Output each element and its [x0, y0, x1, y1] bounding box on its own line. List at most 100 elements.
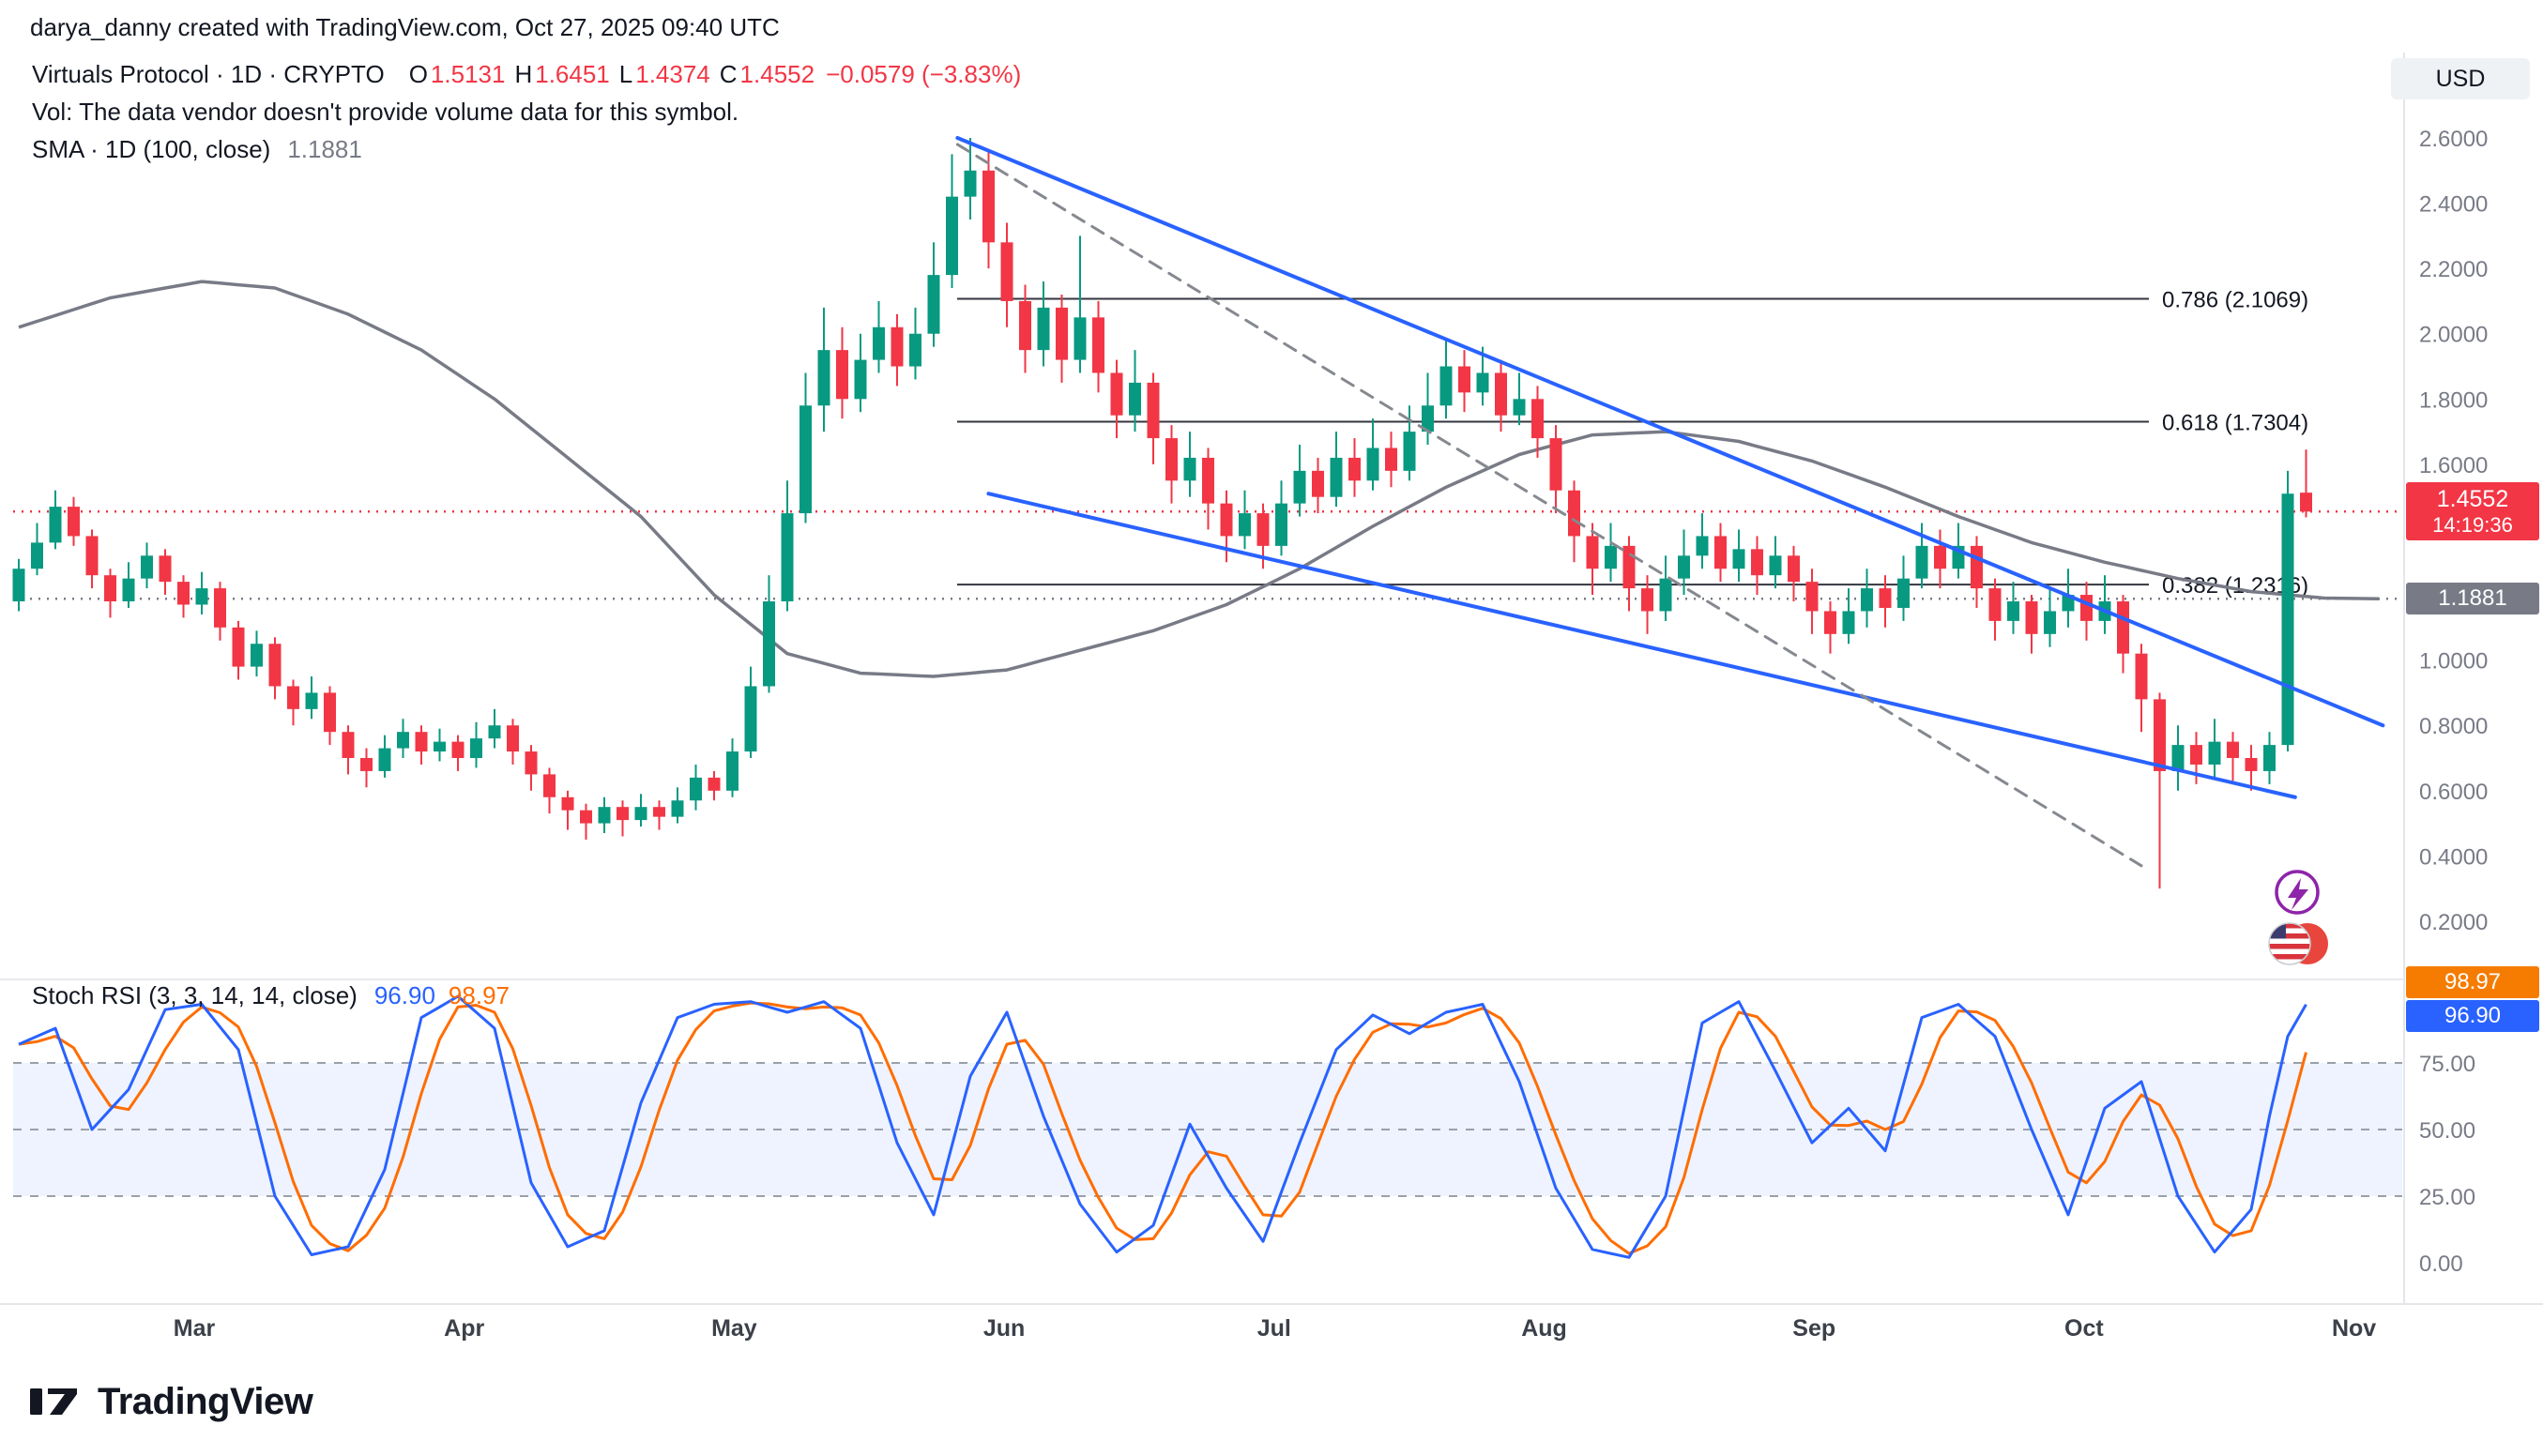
price-axis-label: 2.6000 — [2419, 127, 2488, 152]
month-label: Jul — [1257, 1315, 1291, 1342]
candle-body — [1659, 578, 1672, 612]
candle-body — [12, 569, 25, 602]
candle-body — [2245, 758, 2258, 771]
candle-body — [1549, 438, 1562, 491]
main-chart-legend: Virtuals Protocol · 1D · CRYPTO O 1.5131 H 1… — [32, 60, 1021, 173]
candle-body — [634, 807, 647, 821]
price-axis-label: 2.0000 — [2419, 323, 2488, 348]
candle-body — [1129, 382, 1141, 416]
stoch-d-value: 98.97 — [448, 981, 510, 1009]
price-axis-label: 0.2000 — [2419, 910, 2488, 935]
candle-body — [268, 644, 282, 687]
month-label: Sep — [1792, 1315, 1835, 1342]
price-axis-label: 2.4000 — [2419, 192, 2488, 218]
candle-body — [378, 748, 391, 771]
price-axis-label: 0.4000 — [2419, 844, 2488, 870]
candle-body — [2080, 595, 2093, 621]
stoch-axis-label: 50.00 — [2419, 1118, 2475, 1144]
footer-brand-link[interactable]: TradingView — [28, 1379, 313, 1424]
descending-resistance-line[interactable] — [955, 136, 2385, 728]
currency-tab-usd[interactable]: USD — [2391, 58, 2530, 99]
ohlc-high-value: 1.6451 — [535, 60, 610, 88]
candle-body — [49, 507, 62, 543]
candle-body — [195, 588, 208, 605]
candle-body — [1678, 555, 1690, 579]
candle-body — [1019, 300, 1031, 351]
candle-body — [1183, 457, 1196, 481]
change-value: −0.0579 (−3.83%) — [826, 60, 1022, 88]
attribution-text: darya_danny created with TradingView.com… — [30, 13, 780, 41]
candle-body — [1824, 611, 1836, 634]
tradingview-logo-icon — [30, 1388, 77, 1415]
candle-body — [1915, 545, 1928, 579]
stoch-rsi-legend: Stoch RSI (3, 3, 14, 14, close) 96.90 98.9… — [32, 981, 510, 1010]
candle-body — [324, 692, 336, 733]
candle-body — [1988, 588, 2002, 621]
candle-body — [488, 725, 501, 739]
candle-body — [1788, 555, 1800, 583]
fib-level-label: 0.618 (1.7304) — [2162, 411, 2308, 436]
candle-body — [653, 807, 665, 817]
candle-body — [470, 738, 482, 759]
breakdown-dashed-trendline[interactable] — [955, 143, 2143, 868]
descending-support-line[interactable] — [986, 492, 2297, 799]
stoch-d-line — [18, 1001, 2307, 1255]
sma-price-badge: 1.1881 — [2406, 583, 2539, 614]
candle-body — [1879, 588, 1892, 608]
candle-body — [726, 751, 739, 791]
candle-body — [671, 800, 684, 817]
stoch-axis-label: 25.00 — [2419, 1185, 2475, 1210]
candle-body — [598, 807, 611, 824]
candle-body — [1513, 399, 1526, 416]
candle-body — [104, 575, 116, 602]
ohlc-close-label: C — [719, 60, 738, 88]
symbol-title[interactable]: Virtuals Protocol · 1D · CRYPTO — [32, 60, 385, 88]
candle-body — [1037, 307, 1050, 351]
candle-body — [1330, 457, 1343, 497]
candle-body — [141, 555, 153, 579]
candle-body — [1256, 513, 1270, 546]
candle-body — [1751, 549, 1763, 576]
candle-body — [397, 732, 409, 749]
ohlc-high-label: H — [514, 60, 533, 88]
candle-body — [1385, 447, 1397, 471]
stoch-axis-label: 0.00 — [2419, 1251, 2463, 1277]
sma-legend-value: 1.1881 — [287, 135, 362, 163]
stoch-k-value: 96.90 — [373, 981, 435, 1009]
sma-legend-label[interactable]: SMA · 1D (100, close) — [32, 135, 271, 163]
candle-body — [1202, 457, 1214, 504]
sma-line[interactable] — [18, 280, 2380, 678]
month-label: Aug — [1521, 1315, 1567, 1342]
candle-body — [525, 751, 538, 775]
candle-body — [2263, 745, 2276, 771]
ohlc-low-value: 1.4374 — [635, 60, 710, 88]
candle-body — [305, 692, 318, 709]
price-axis-label: 1.6000 — [2419, 453, 2488, 478]
candle-body — [2208, 741, 2221, 765]
candle-body — [159, 555, 172, 583]
flag-icon-border — [2268, 922, 2311, 965]
candle-body — [1732, 549, 1745, 569]
candle-body — [1897, 578, 1910, 608]
candle-body — [1092, 317, 1104, 373]
last-price-badge-value: 1.4552 — [2436, 485, 2509, 512]
candle-body — [873, 326, 885, 360]
stoch-legend-label[interactable]: Stoch RSI (3, 3, 14, 14, close) — [32, 981, 358, 1009]
candle-body — [232, 627, 245, 667]
candle-body — [360, 758, 373, 771]
candle-body — [214, 588, 226, 628]
symbol-ohlc-row: Virtuals Protocol · 1D · CRYPTO O 1.5131 H 1… — [32, 60, 1021, 89]
candle-body — [122, 578, 135, 602]
candle-body — [946, 196, 958, 276]
candle-body — [1439, 366, 1453, 406]
candle-body — [2227, 741, 2239, 759]
candle-body — [434, 741, 446, 752]
ohlc-low-label: L — [618, 60, 633, 88]
month-label: Jun — [983, 1315, 1025, 1342]
candle-body — [85, 536, 99, 576]
candle-body — [1476, 372, 1489, 393]
candle-body — [507, 725, 519, 752]
volume-note: Vol: The data vendor doesn't provide vol… — [32, 98, 739, 126]
month-label: Mar — [174, 1315, 216, 1342]
